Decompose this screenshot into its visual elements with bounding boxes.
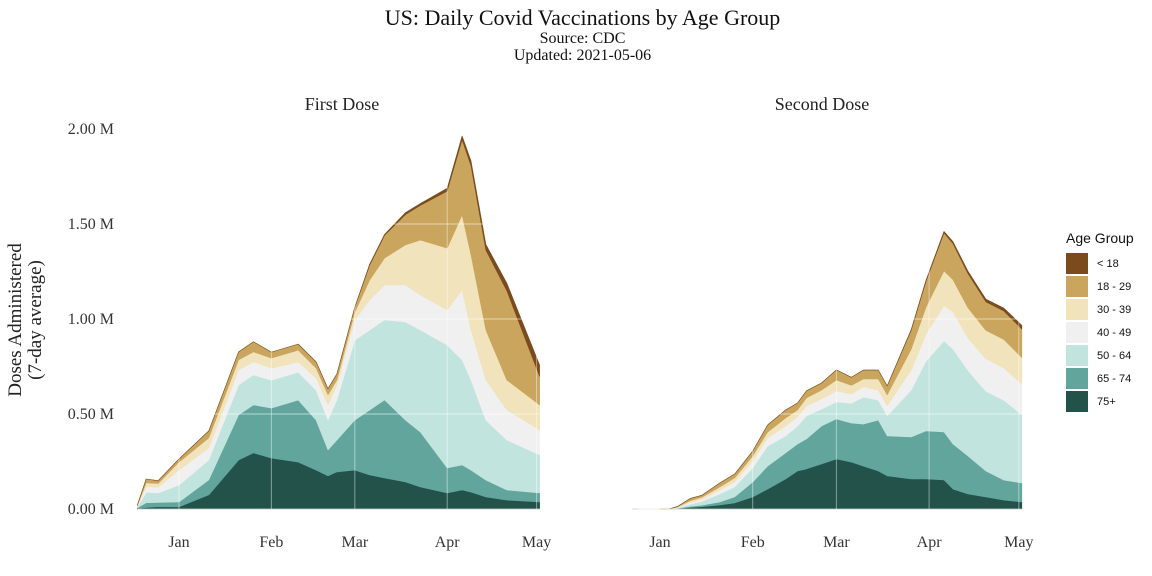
- x-tick-label: May: [522, 534, 551, 551]
- legend-item: 30 - 39: [1066, 298, 1134, 321]
- legend-swatch: [1066, 299, 1088, 320]
- legend-label: 18 - 29: [1097, 280, 1132, 293]
- legend-swatch: [1066, 276, 1088, 297]
- legend-swatch: [1066, 368, 1088, 389]
- y-axis-title-line1: Doses Administered: [5, 243, 26, 397]
- facet-panels: 0.00 M 0.50 M 1.00 M 1.50 M 2.00 M First Dose…: [68, 94, 1034, 551]
- legend-label: 65 - 74: [1097, 372, 1132, 385]
- y-tick-label: 2.00 M: [68, 121, 114, 138]
- legend-label: 30 - 39: [1097, 303, 1132, 316]
- chart-subtitle-source: Source: CDC: [539, 30, 626, 47]
- x-tick-label: Mar: [823, 534, 850, 551]
- legend-item: < 18: [1066, 252, 1134, 275]
- y-tick-label: 1.50 M: [68, 216, 114, 233]
- legend-swatch: [1066, 345, 1088, 366]
- legend-swatch: [1066, 253, 1088, 274]
- area-18: [137, 135, 540, 506]
- panel-title: First Dose: [305, 94, 380, 114]
- legend-label: 50 - 64: [1097, 349, 1132, 362]
- x-tick-label: Jan: [649, 534, 670, 551]
- y-tick-label: 1.00 M: [68, 311, 114, 328]
- legend-item: 50 - 64: [1066, 344, 1134, 367]
- x-tick-label: Feb: [259, 534, 283, 551]
- legend-items: < 18 18 - 29 30 - 39 40 - 49 50 - 64 65 - 74 7…: [1066, 252, 1134, 413]
- gridlines: [638, 128, 1026, 510]
- x-tick-label: Jan: [168, 534, 189, 551]
- stacked-areas: [659, 231, 1023, 510]
- x-tick-label: May: [1004, 534, 1033, 551]
- chart-title: US: Daily Covid Vaccinations by Age Grou…: [384, 5, 781, 30]
- x-tick-label: Mar: [341, 534, 368, 551]
- y-tick-label: 0.50 M: [68, 406, 114, 423]
- legend: Age Group < 18 18 - 29 30 - 39 40 - 49 50 - …: [1066, 230, 1134, 413]
- panel-first-dose: First Dose Jan Feb Mar Apr May: [137, 94, 551, 551]
- panel-second-dose: Second Dose Jan Feb Mar Apr May: [632, 94, 1033, 551]
- legend-title: Age Group: [1066, 230, 1134, 246]
- gridlines: [138, 128, 545, 510]
- legend-label: 75+: [1097, 395, 1116, 408]
- y-axis-title-line2: (7-day average): [25, 260, 46, 380]
- chart-subtitle-updated: Updated: 2021-05-06: [513, 47, 652, 64]
- panel-title: Second Dose: [775, 94, 869, 114]
- y-tick-label: 0.00 M: [68, 501, 114, 518]
- legend-label: < 18: [1097, 257, 1119, 270]
- legend-swatch: [1066, 322, 1088, 343]
- legend-item: 75+: [1066, 390, 1134, 413]
- y-axis-title: Doses Administered (7-day average): [5, 243, 46, 397]
- x-tick-label: Apr: [435, 534, 461, 551]
- legend-item: 65 - 74: [1066, 367, 1134, 390]
- legend-swatch: [1066, 391, 1088, 412]
- area-18: [659, 231, 1023, 510]
- legend-item: 40 - 49: [1066, 321, 1134, 344]
- legend-item: 18 - 29: [1066, 275, 1134, 298]
- x-tick-label: Apr: [917, 534, 943, 551]
- x-tick-label: Feb: [741, 534, 765, 551]
- stacked-areas: [137, 135, 540, 510]
- legend-label: 40 - 49: [1097, 326, 1132, 339]
